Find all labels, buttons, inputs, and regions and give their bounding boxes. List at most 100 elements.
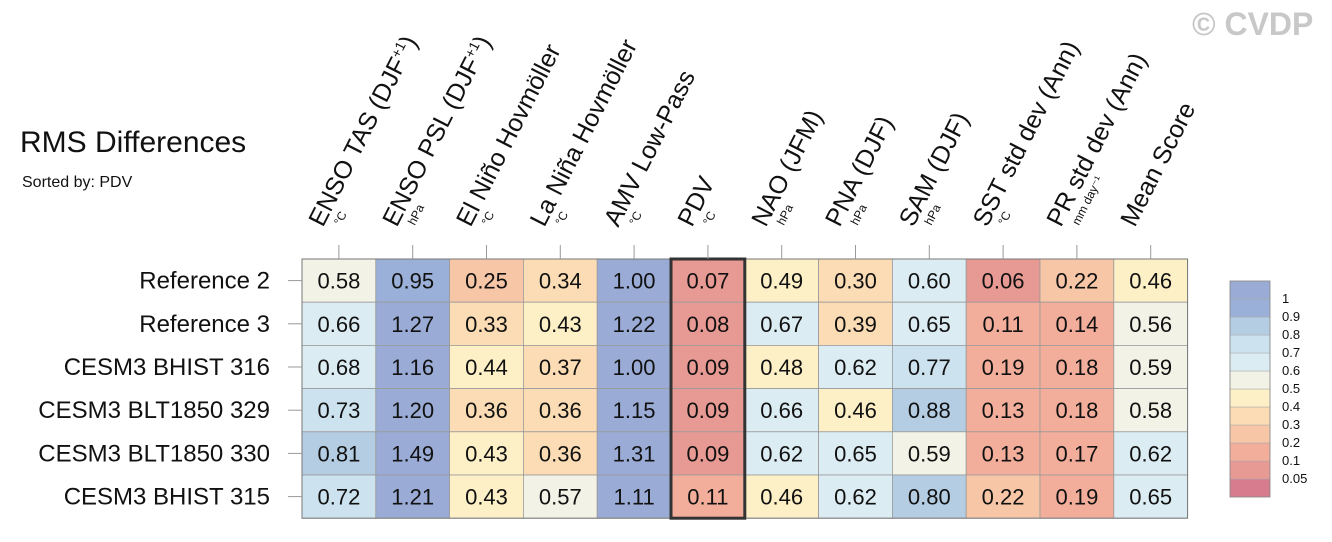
cell-value: 0.56 — [1129, 312, 1172, 337]
colorbar-swatch — [1229, 280, 1271, 300]
cell-value: 0.19 — [1055, 485, 1098, 510]
colorbar-label: 1 — [1282, 291, 1289, 306]
cell-value: 0.08 — [686, 312, 729, 337]
cell-value: 1.11 — [614, 485, 655, 510]
cell-value: 0.68 — [317, 355, 360, 380]
colorbar-label: 0.6 — [1282, 363, 1300, 378]
heatmap-cell — [449, 388, 524, 433]
cell-value: 0.62 — [760, 441, 803, 466]
cell-value: 1.16 — [391, 355, 434, 380]
heatmap-cell — [1039, 474, 1115, 519]
heatmap-cell — [670, 344, 746, 389]
cell-value: 0.43 — [539, 312, 582, 337]
cell-value: 0.36 — [539, 441, 582, 466]
cell-value: 0.25 — [465, 269, 508, 294]
cell-value: 1.00 — [613, 355, 656, 380]
cell-value: 0.88 — [908, 398, 951, 423]
cell-value: 0.30 — [834, 269, 877, 294]
heatmap-cell — [744, 474, 819, 519]
cell-value: 0.62 — [834, 485, 877, 510]
cell-value: 0.59 — [1129, 355, 1172, 380]
colorbar-swatch — [1229, 334, 1271, 354]
column-unit: °C — [700, 209, 719, 228]
row-label: CESM3 BHIST 316 — [64, 354, 270, 381]
heatmap-cell — [1113, 344, 1189, 389]
cell-value: 0.57 — [539, 485, 582, 510]
cell-value: 0.95 — [391, 269, 434, 294]
chart-subtitle: Sorted by: PDV — [22, 174, 133, 191]
cell-value: 0.06 — [982, 269, 1025, 294]
cell-value: 0.43 — [465, 441, 508, 466]
colorbar-border — [1229, 280, 1271, 498]
cell-value: 0.62 — [1129, 441, 1172, 466]
cell-value: 0.46 — [834, 398, 877, 423]
column-unit: °C — [552, 209, 571, 228]
colorbar-label: 0.8 — [1282, 327, 1300, 342]
colorbar-swatch — [1229, 370, 1271, 390]
column-unit: °C — [995, 209, 1014, 228]
row-label: CESM3 BLT1850 329 — [38, 397, 270, 424]
column-unit: °C — [479, 209, 498, 228]
cell-value: 0.18 — [1055, 398, 1098, 423]
cell-value: 0.81 — [317, 441, 360, 466]
heatmap-cell — [449, 344, 524, 389]
column-label-superscript: +1 — [387, 39, 409, 61]
colorbar-label: 0.2 — [1282, 435, 1300, 450]
heatmap-cell — [1039, 431, 1115, 476]
heatmap-cell — [596, 431, 672, 476]
colorbar-label: 0.9 — [1282, 309, 1300, 324]
cell-value: 0.46 — [1129, 269, 1172, 294]
colorbar-swatch — [1229, 388, 1271, 408]
cell-value: 0.59 — [908, 441, 951, 466]
heatmap-cell — [301, 388, 377, 433]
cell-value: 0.14 — [1055, 312, 1098, 337]
column-unit: °C — [331, 209, 350, 228]
heatmap-cell — [523, 344, 598, 389]
colorbar-label: 0.3 — [1282, 417, 1300, 432]
colorbar-swatch — [1229, 298, 1271, 318]
cell-value: 0.11 — [687, 485, 728, 510]
cell-value: 0.46 — [760, 485, 803, 510]
heatmap-cell — [1039, 388, 1115, 433]
column-label-name: Mean Score — [1115, 98, 1201, 231]
watermark: © CVDP — [1192, 6, 1314, 42]
cell-value: 1.22 — [613, 312, 656, 337]
cell-value: 0.36 — [539, 398, 582, 423]
cell-value: 0.11 — [983, 312, 1024, 337]
colorbar-swatch — [1229, 460, 1271, 480]
cell-value: 0.67 — [760, 312, 803, 337]
row-label: CESM3 BHIST 315 — [64, 484, 270, 511]
cell-value: 0.36 — [465, 398, 508, 423]
cell-value: 0.44 — [465, 355, 508, 380]
heatmap-cell — [596, 388, 672, 433]
colorbar-label: 0.1 — [1282, 453, 1300, 468]
heatmap-cell — [1039, 301, 1115, 346]
cell-value: 0.80 — [908, 485, 951, 510]
row-label: Reference 2 — [139, 268, 270, 295]
cell-value: 0.37 — [539, 355, 582, 380]
cell-value: 0.22 — [1055, 269, 1098, 294]
heatmap-cell — [301, 344, 377, 389]
column-label-superscript: +1 — [461, 39, 483, 61]
column-label: Mean Score — [1115, 98, 1201, 231]
cell-value: 1.20 — [391, 398, 434, 423]
heatmap-cell — [375, 258, 450, 303]
heatmap-cell — [965, 474, 1041, 519]
heatmap-cell — [301, 301, 377, 346]
chart-title: RMS Differences — [20, 126, 247, 159]
colorbar-swatch — [1229, 478, 1271, 498]
cell-value: 0.65 — [834, 441, 877, 466]
cell-value: 0.09 — [686, 398, 729, 423]
heatmap-cell — [892, 474, 967, 519]
heatmap-cell — [375, 388, 450, 433]
cell-value: 0.39 — [834, 312, 877, 337]
cell-value: 1.31 — [613, 441, 656, 466]
cell-value: 0.19 — [982, 355, 1025, 380]
heatmap-cell — [965, 388, 1041, 433]
row-label: Reference 3 — [139, 311, 270, 338]
heatmap-cell — [301, 474, 377, 519]
colorbar-swatch — [1229, 316, 1271, 336]
cell-value: 0.60 — [908, 269, 951, 294]
column-unit: °C — [626, 209, 645, 228]
